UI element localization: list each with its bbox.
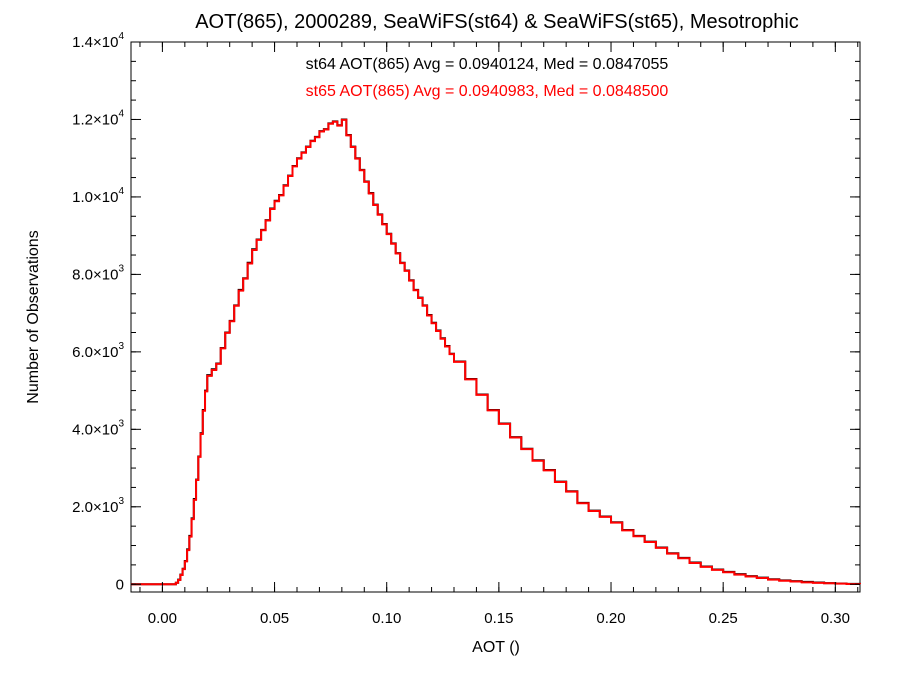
- y-axis-label: Number of Observations: [25, 230, 42, 403]
- plot-frame: [130, 41, 861, 593]
- y-tick-label: 0: [116, 576, 124, 593]
- x-tick-label: 0.10: [372, 610, 401, 627]
- y-tick-label: 4.0×103: [72, 418, 124, 438]
- y-tick-label: 1.0×104: [72, 186, 124, 206]
- chart-title: AOT(865), 2000289, SeaWiFS(st64) & SeaWi…: [195, 11, 799, 33]
- x-tick-label: 0.00: [148, 610, 177, 627]
- series-line-1: [131, 118, 861, 586]
- x-axis-label: AOT (): [472, 639, 520, 656]
- ticks-layer: 0.00 0.05 0.10 0.15 0.20 0.25 0.30 0 2.0×103 4.0×…: [72, 31, 860, 627]
- y-tick-label: 8.0×103: [72, 263, 124, 283]
- annotation-st64: st64 AOT(865) Avg = 0.0940124, Med = 0.0…: [306, 56, 669, 73]
- y-tick-label: 6.0×103: [72, 341, 124, 361]
- series-line-0: [131, 118, 861, 586]
- x-tick-label: 0.25: [709, 610, 738, 627]
- y-tick-label: 2.0×103: [72, 496, 124, 516]
- y-tick-label: 1.2×104: [72, 108, 124, 128]
- x-tick-label: 0.20: [596, 610, 625, 627]
- annotation-st65: st65 AOT(865) Avg = 0.0940983, Med = 0.0…: [306, 83, 669, 100]
- series-layer: [131, 118, 861, 586]
- y-tick-label: 1.4×104: [72, 31, 124, 51]
- x-tick-label: 0.15: [484, 610, 513, 627]
- x-tick-label: 0.05: [260, 610, 289, 627]
- x-tick-label: 0.30: [821, 610, 850, 627]
